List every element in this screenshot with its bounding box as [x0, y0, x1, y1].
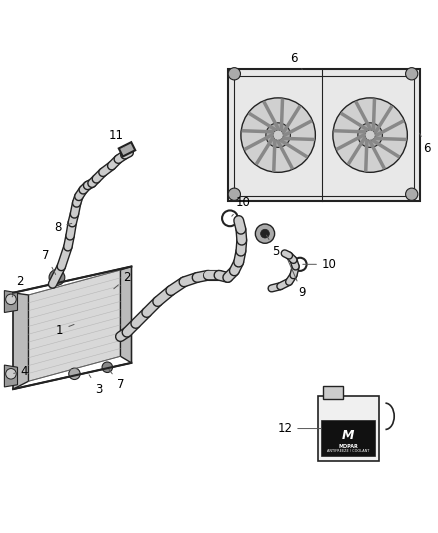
Text: 10: 10	[232, 197, 251, 216]
Text: 7: 7	[109, 369, 124, 391]
Polygon shape	[4, 290, 18, 312]
Circle shape	[6, 294, 16, 304]
Circle shape	[102, 362, 113, 373]
Text: 6: 6	[420, 133, 431, 155]
Text: 2: 2	[114, 271, 131, 289]
Text: 10: 10	[303, 258, 337, 271]
Circle shape	[358, 123, 382, 147]
FancyBboxPatch shape	[323, 386, 343, 399]
Text: MOPAR: MOPAR	[338, 443, 358, 449]
Circle shape	[255, 224, 275, 243]
FancyBboxPatch shape	[318, 395, 379, 462]
Circle shape	[69, 368, 80, 379]
Text: 3: 3	[89, 375, 102, 395]
Text: 8: 8	[54, 221, 72, 233]
Text: 1: 1	[56, 324, 74, 336]
Text: 7: 7	[42, 249, 56, 274]
Circle shape	[261, 229, 269, 238]
Circle shape	[365, 130, 375, 140]
Text: M: M	[342, 429, 354, 442]
Text: 2: 2	[12, 276, 24, 297]
Text: 12: 12	[277, 422, 321, 435]
Polygon shape	[28, 270, 120, 381]
Circle shape	[49, 270, 65, 285]
Polygon shape	[4, 365, 18, 387]
Circle shape	[266, 123, 290, 147]
Polygon shape	[120, 266, 131, 363]
Text: 11: 11	[109, 128, 124, 147]
Text: 5: 5	[266, 235, 279, 257]
Polygon shape	[13, 293, 28, 389]
Circle shape	[6, 368, 16, 379]
Circle shape	[333, 98, 407, 172]
Text: 6: 6	[290, 52, 302, 69]
FancyBboxPatch shape	[321, 420, 375, 456]
FancyBboxPatch shape	[228, 69, 420, 201]
Circle shape	[406, 188, 418, 200]
Circle shape	[406, 68, 418, 80]
Circle shape	[228, 188, 240, 200]
Text: 9: 9	[288, 260, 306, 300]
Circle shape	[228, 68, 240, 80]
Circle shape	[241, 98, 315, 172]
Circle shape	[273, 130, 283, 140]
Text: 4: 4	[14, 365, 28, 378]
Text: ANTIFREEZE / COOLANT: ANTIFREEZE / COOLANT	[327, 449, 369, 454]
